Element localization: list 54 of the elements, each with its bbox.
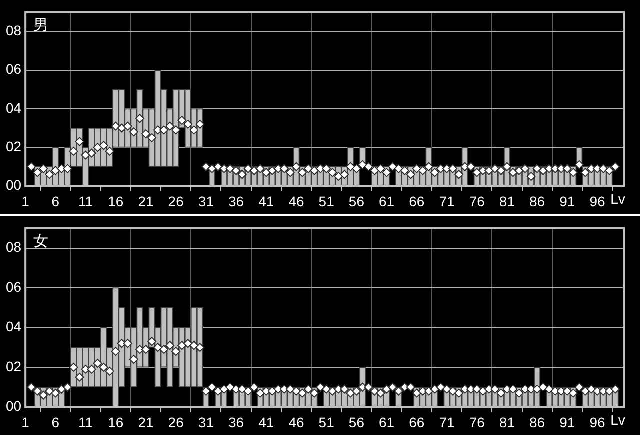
x-tick-label: 1 (22, 193, 30, 210)
x-tick-label: 46 (288, 414, 304, 430)
x-tick-label: 51 (318, 414, 335, 430)
y-tick-label: 00 (6, 398, 22, 414)
y-tick-label: 08 (6, 239, 22, 256)
y-tick-label: 02 (6, 358, 22, 374)
x-tick-label: 6 (52, 414, 60, 430)
x-tick-label: 86 (530, 193, 546, 210)
y-tick-label: 04 (6, 100, 22, 116)
x-tick-label: 86 (530, 414, 546, 430)
x-tick-label: 81 (499, 193, 516, 210)
x-tick-label: 96 (590, 193, 606, 210)
x-tick-label: 61 (379, 414, 395, 430)
x-tick-label: 56 (348, 414, 365, 430)
x-tick-label: 51 (318, 193, 335, 210)
y-tick-label: 00 (6, 177, 22, 194)
x-tick-label: 91 (560, 414, 576, 430)
x-tick-label: 26 (168, 414, 184, 430)
x-tick-label: 91 (560, 193, 576, 210)
x-tick-label: 21 (138, 193, 154, 210)
x-tick-label: 56 (348, 193, 365, 210)
chart-title: 男 (34, 17, 49, 34)
chart-title: 女 (34, 233, 49, 250)
x-tick-label: 26 (168, 193, 184, 210)
x-tick-label: 76 (469, 414, 486, 430)
x-tick-label: 1 (22, 414, 30, 430)
y-tick-label: 06 (6, 278, 22, 295)
x-tick-label: 66 (409, 193, 425, 210)
x-tick-label: 41 (258, 193, 274, 210)
x-tick-label: 11 (78, 193, 94, 210)
x-tick-label: 16 (108, 193, 124, 210)
y-tick-label: 04 (6, 318, 22, 335)
x-tick-label: 41 (258, 414, 274, 430)
x-tick-label: 36 (228, 193, 244, 210)
x-tick-label: 76 (469, 193, 486, 210)
x-tick-label: 31 (198, 414, 214, 430)
x-tick-label: 66 (409, 414, 425, 430)
x-axis-title: Lv (610, 191, 626, 208)
x-tick-label: 21 (138, 414, 154, 430)
x-tick-label: 46 (288, 193, 304, 210)
y-tick-label: 08 (6, 22, 22, 39)
x-tick-label: 61 (379, 193, 395, 210)
x-tick-label: 71 (439, 193, 455, 210)
x-tick-label: 16 (108, 414, 124, 430)
x-tick-label: 31 (198, 193, 214, 210)
x-tick-label: 81 (499, 414, 516, 430)
x-tick-label: 71 (439, 414, 455, 430)
x-tick-label: 96 (590, 414, 606, 430)
x-axis-title: Lv (610, 412, 626, 428)
x-tick-label: 11 (78, 414, 94, 430)
x-tick-label: 36 (228, 414, 244, 430)
y-tick-label: 02 (6, 138, 22, 154)
x-tick-label: 6 (52, 193, 60, 210)
y-tick-label: 06 (6, 61, 22, 78)
